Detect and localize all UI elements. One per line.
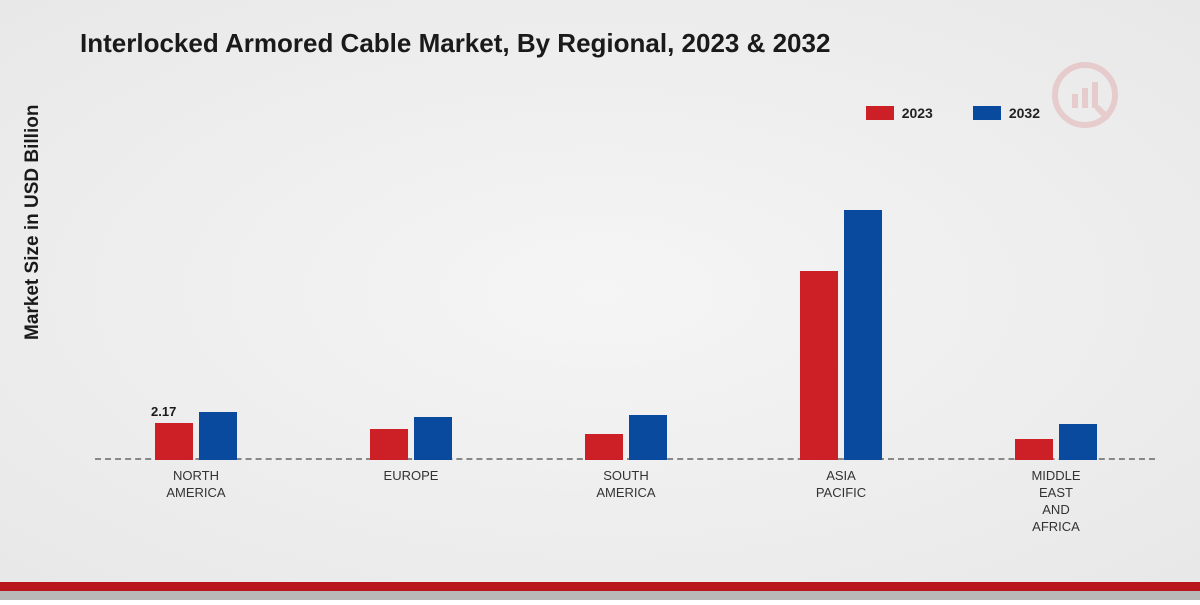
- legend-swatch-2032: [973, 106, 1001, 120]
- legend-swatch-2023: [866, 106, 894, 120]
- x-axis-label: NORTH AMERICA: [115, 468, 277, 502]
- plot-area: 2.17: [95, 150, 1155, 460]
- brand-logo: [1050, 60, 1120, 130]
- bar-2032: [844, 210, 882, 460]
- x-axis-label: SOUTH AMERICA: [545, 468, 707, 502]
- bar-2023: [370, 429, 408, 460]
- category-group: [370, 417, 452, 460]
- bar-2032: [414, 417, 452, 460]
- bar-2023: [155, 423, 193, 460]
- legend: 2023 2032: [866, 105, 1040, 121]
- x-axis-label: ASIA PACIFIC: [760, 468, 922, 502]
- value-label: 2.17: [151, 404, 176, 419]
- x-axis-label: MIDDLE EAST AND AFRICA: [975, 468, 1137, 536]
- bottom-bar: [0, 582, 1200, 600]
- y-axis-label: Market Size in USD Billion: [22, 105, 44, 340]
- legend-item-2032: 2032: [973, 105, 1040, 121]
- legend-item-2023: 2023: [866, 105, 933, 121]
- chart-container: Interlocked Armored Cable Market, By Reg…: [0, 0, 1200, 582]
- x-axis-labels: NORTH AMERICA EUROPE SOUTH AMERICA ASIA PAC…: [95, 468, 1155, 548]
- bar-2023: [1015, 439, 1053, 460]
- category-group: [585, 415, 667, 460]
- legend-label-2023: 2023: [902, 105, 933, 121]
- legend-label-2032: 2032: [1009, 105, 1040, 121]
- bar-2032: [1059, 424, 1097, 460]
- chart-title: Interlocked Armored Cable Market, By Reg…: [80, 28, 830, 59]
- bar-2023: [800, 271, 838, 460]
- category-group: 2.17: [155, 412, 237, 460]
- category-group: [1015, 424, 1097, 460]
- bar-2032: [629, 415, 667, 460]
- category-group: [800, 210, 882, 460]
- x-axis-label: EUROPE: [330, 468, 492, 485]
- bar-2032: [199, 412, 237, 460]
- bar-2023: [585, 434, 623, 460]
